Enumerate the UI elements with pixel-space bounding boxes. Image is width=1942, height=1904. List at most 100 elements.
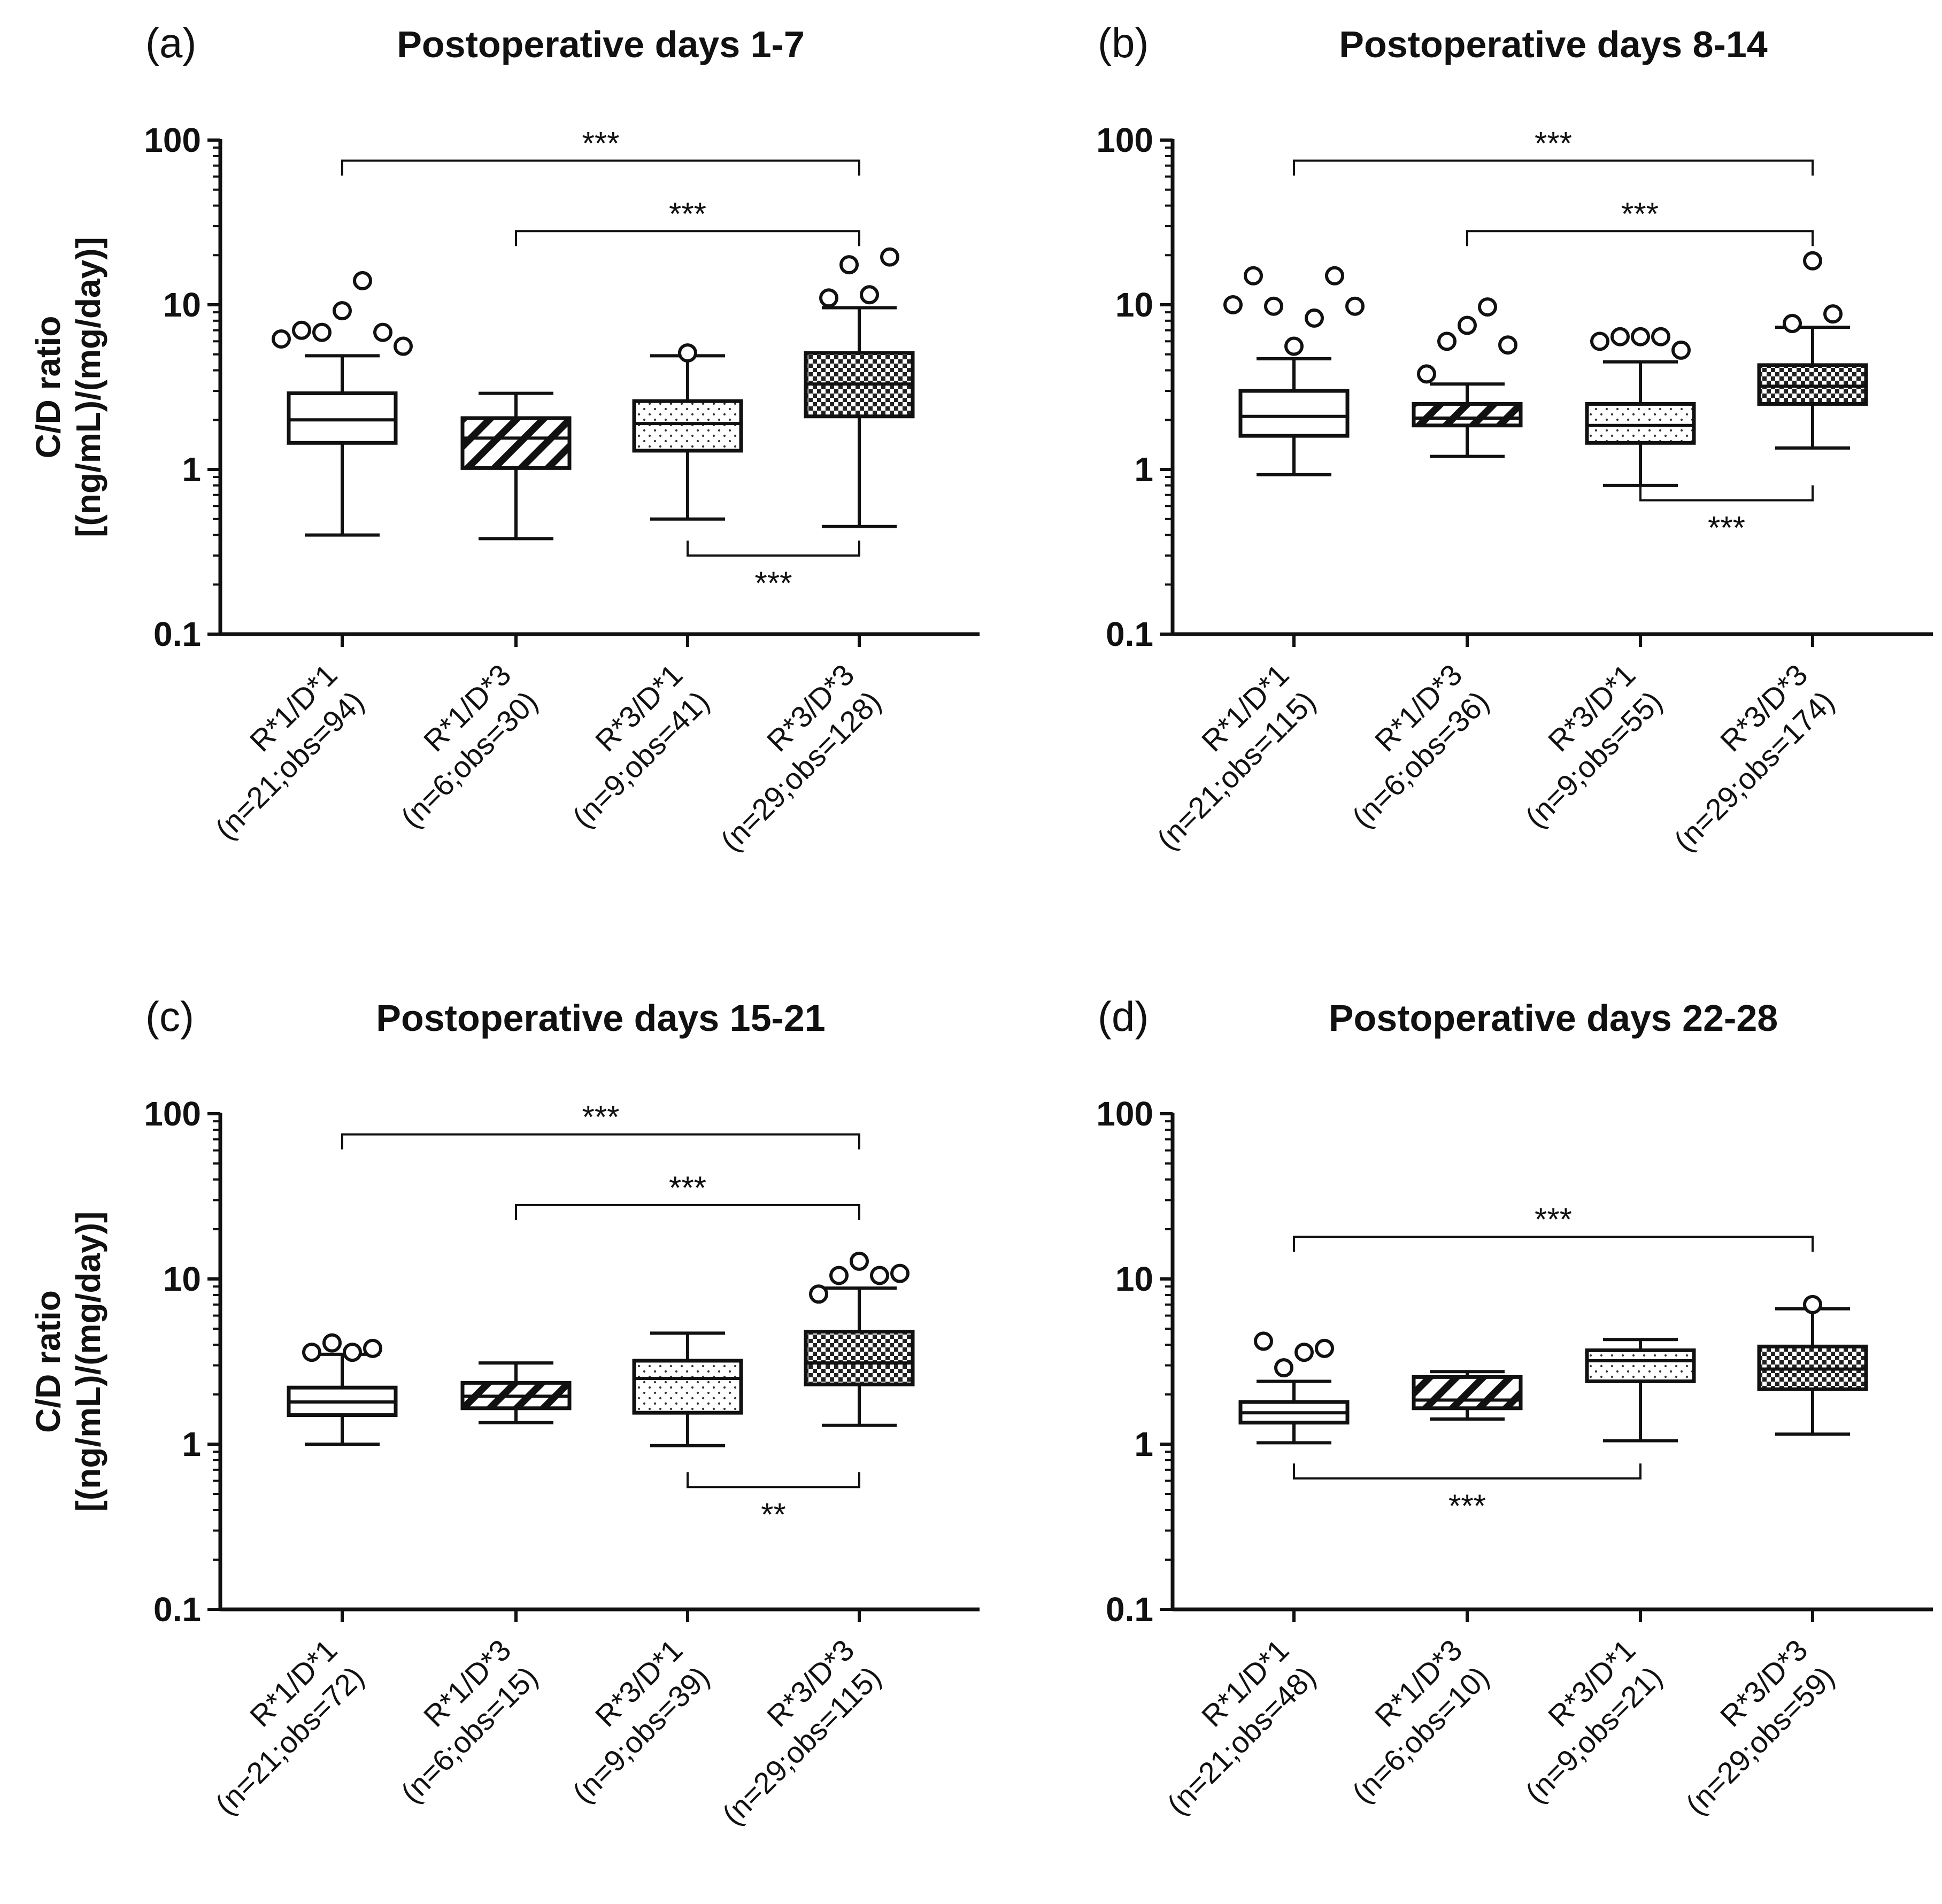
significance-label: ** (761, 1497, 786, 1532)
significance-bracket: ** (687, 1472, 860, 1532)
significance-bracket: *** (687, 541, 860, 601)
outlier-point (1651, 327, 1670, 346)
box-3: R*3/D*1(n=9;obs=21) (1519, 1338, 1696, 1809)
bracket-line (1293, 1463, 1642, 1480)
y-axis-title: [(ng/mL)/(mg/day)] (69, 1212, 107, 1512)
bracket-line (515, 230, 860, 246)
outlier-point (890, 1263, 910, 1283)
y-tick-label: 100 (1096, 121, 1153, 159)
outlier-point (1254, 1331, 1273, 1351)
significance-label: *** (669, 1170, 706, 1206)
outlier-point (1823, 304, 1843, 324)
outlier-point (860, 285, 879, 305)
bracket-line (341, 159, 860, 176)
panel-label: (c) (145, 993, 194, 1040)
outlier-point (1458, 315, 1477, 335)
outlier-point (302, 1343, 321, 1362)
chart-panel-2: (b) Postoperative days 8-14 0.1 1 10 100 R*1/D… (1096, 19, 1933, 858)
box-1: R*1/D*1(n=21;obs=94) (209, 271, 413, 846)
y-tick-label: 100 (1096, 1094, 1153, 1133)
outlier-point (809, 1284, 828, 1304)
panel-label: (b) (1098, 19, 1149, 66)
outlier-point (1610, 327, 1630, 346)
outlier-point (1264, 296, 1283, 316)
outlier-point (1671, 340, 1691, 360)
significance-label: *** (582, 125, 619, 161)
box-2: R*1/D*3(n=6;obs=15) (394, 1361, 572, 1809)
chart-title: Postoperative days 8-14 (1339, 24, 1768, 65)
iqr-box (1412, 1375, 1523, 1410)
outlier-point (1345, 296, 1365, 316)
outlier-point (1803, 251, 1822, 271)
y-tick-label: 0.1 (153, 1590, 201, 1629)
significance-label: *** (754, 565, 792, 601)
significance-bracket: *** (1466, 196, 1814, 246)
box-3: R*3/D*1(n=9;obs=39) (566, 1331, 743, 1809)
iqr-box (632, 399, 743, 453)
outlier-point (1498, 335, 1517, 355)
y-tick-label: 100 (144, 1094, 201, 1133)
y-tick-label: 1 (182, 450, 201, 489)
outlier-point (829, 1266, 849, 1285)
bracket-line (1293, 1236, 1814, 1252)
significance-bracket: *** (1293, 1463, 1642, 1524)
outlier-point (1417, 364, 1436, 384)
iqr-box (460, 416, 572, 470)
y-tick-label: 10 (1115, 286, 1153, 324)
outlier-point (353, 271, 372, 290)
iqr-box (287, 391, 398, 445)
significance-bracket: *** (341, 125, 860, 176)
significance-bracket: *** (515, 1170, 860, 1220)
box-2: R*1/D*3(n=6;obs=30) (394, 391, 572, 834)
bracket-line (515, 1204, 860, 1220)
y-tick-label: 0.1 (153, 615, 201, 653)
outlier-point (870, 1266, 889, 1285)
bracket-line (687, 1472, 860, 1489)
box-2: R*1/D*3(n=6;obs=10) (1345, 1370, 1523, 1809)
outlier-point (819, 288, 838, 308)
significance-bracket: *** (341, 1099, 860, 1150)
significance-bracket: *** (1293, 1201, 1814, 1252)
y-tick-label: 1 (1134, 450, 1153, 489)
y-tick-label: 100 (144, 121, 201, 159)
significance-label: *** (669, 196, 706, 232)
significance-bracket: *** (515, 196, 860, 246)
outlier-point (1315, 1338, 1334, 1358)
significance-bracket: *** (1293, 125, 1814, 176)
bracket-line (341, 1133, 860, 1150)
outlier-point (839, 255, 859, 275)
outlier-point (1803, 1294, 1822, 1314)
iqr-box (632, 1359, 743, 1415)
significance-label: *** (1708, 510, 1745, 546)
outlier-point (1274, 1358, 1293, 1378)
outlier-point (880, 247, 899, 267)
chart-panel-1: (a) Postoperative days 1-7 0.1 1 10 100 C/D ra… (29, 19, 980, 858)
significance-label: *** (1535, 125, 1572, 161)
iqr-box (1757, 363, 1868, 406)
panel-label: (a) (145, 19, 196, 66)
outlier-point (1590, 332, 1609, 351)
y-tick-label: 10 (163, 286, 201, 324)
outlier-point (1244, 266, 1263, 286)
outlier-point (333, 301, 352, 321)
box-1: R*1/D*1(n=21;obs=48) (1160, 1331, 1350, 1821)
y-tick-label: 0.1 (1106, 615, 1153, 653)
iqr-box (1585, 1348, 1696, 1384)
outlier-point (272, 329, 291, 349)
iqr-box (1238, 389, 1350, 438)
outlier-point (1783, 313, 1802, 333)
outlier-point (394, 336, 413, 356)
box-1: R*1/D*1(n=21;obs=72) (209, 1333, 398, 1821)
outlier-point (678, 343, 697, 363)
significance-label: *** (1621, 196, 1659, 232)
outlier-point (363, 1338, 382, 1358)
significance-bracket: *** (1639, 485, 1814, 546)
chart-panel-4: (d) Postoperative days 22-28 0.1 1 10 100 R*1/… (1096, 993, 1933, 1821)
y-tick-label: 0.1 (1106, 1590, 1153, 1629)
significance-label: *** (1535, 1201, 1572, 1237)
outlier-point (322, 1333, 342, 1353)
outlier-point (1437, 332, 1456, 351)
chart-panel-3: (c) Postoperative days 15-21 0.1 1 10 100 C/D … (29, 993, 980, 1831)
bracket-line (1639, 485, 1814, 502)
